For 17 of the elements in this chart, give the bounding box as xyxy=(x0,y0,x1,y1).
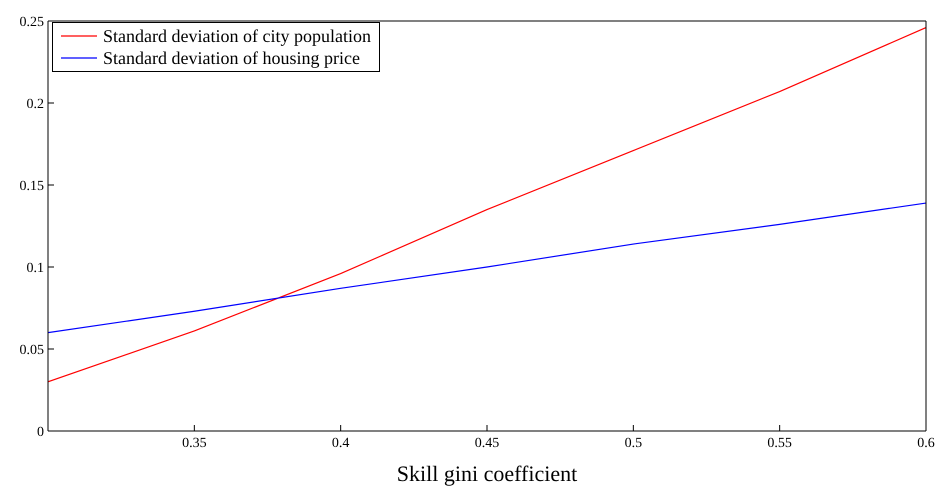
line-series xyxy=(48,202,926,334)
y-tick-label: 0.15 xyxy=(20,178,44,194)
x-tick-label: 0.5 xyxy=(624,436,642,451)
x-tick-label: 0.4 xyxy=(332,436,350,451)
y-tick-label: 0.05 xyxy=(20,342,44,358)
x-axis-title: Skill gini coefficient xyxy=(396,461,578,486)
y-tick-label: 0.25 xyxy=(20,14,44,30)
y-tick-label: 0.1 xyxy=(26,260,44,276)
legend-label: Standard deviation of city population xyxy=(103,25,371,47)
x-tick-label: 0.6 xyxy=(917,436,935,451)
line-series xyxy=(48,26,926,382)
y-tick-label: 0 xyxy=(37,424,44,440)
x-tick-label: 0.55 xyxy=(767,436,792,451)
x-tick-label: 0.45 xyxy=(474,436,500,451)
x-tick-label: 0.35 xyxy=(182,436,207,451)
legend-label: Standard deviation of housing price xyxy=(103,47,360,69)
y-tick-label: 0.2 xyxy=(26,96,44,112)
